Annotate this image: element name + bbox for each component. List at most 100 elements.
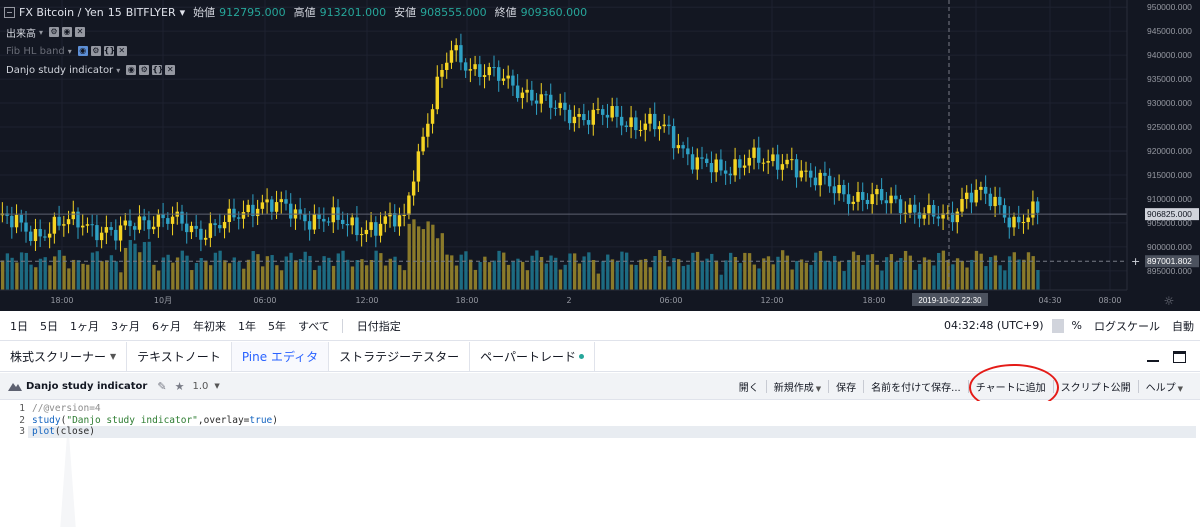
tab-text-notes[interactable]: テキストノート [127,342,232,371]
volume-bar [53,256,57,290]
close-icon[interactable]: ✕ [165,65,176,75]
volume-bar [1031,256,1035,290]
auto-scale-toggle[interactable]: 自動 [1172,319,1194,333]
indicator-name[interactable]: Fib HL band [6,45,65,57]
candle-body [47,233,52,238]
volume-bar [435,238,440,290]
eye-icon[interactable]: ◉ [126,65,137,75]
range-1d[interactable]: 1日 [10,319,28,333]
code-line[interactable]: //@version=4 [28,403,1196,415]
eye-icon[interactable]: ◉ [62,27,73,37]
tab-pine-editor[interactable]: Pine エディタ [231,342,330,371]
candle-body [1026,217,1030,223]
indicator-fib-hl-band[interactable]: Fib HL band ▾ ◉ ⚙{} ✕ [6,44,127,58]
save-button[interactable]: 保存 [836,382,857,394]
volume-bar [804,262,808,290]
volume-bar [105,260,109,290]
candle-body [676,145,681,149]
indicator-danjo[interactable]: Danjo study indicator ▾ ◉ ⚙{} ✕ [6,63,176,77]
settings-icon[interactable]: ⚙ [49,27,60,37]
chevron-down-icon[interactable]: ▼ [214,382,220,390]
code-icon[interactable]: {} [103,46,116,56]
symbol-interval[interactable]: 15 [107,5,122,19]
pencil-icon[interactable]: ✎ [157,379,167,393]
volume-bar [209,265,213,290]
code-line[interactable]: study("Danjo study indicator",overlay=tr… [28,415,1196,427]
range-1m[interactable]: 1ヶ月 [70,319,99,333]
range-5d[interactable]: 5日 [40,319,58,333]
code-icon[interactable]: {} [152,65,164,75]
range-6m[interactable]: 6ヶ月 [152,319,181,333]
chevron-down-icon[interactable]: ▾ [39,27,44,37]
star-icon[interactable]: ★ [174,379,185,393]
candle-body [837,184,841,194]
symbol-exchange[interactable]: BITFLYER [125,5,176,19]
volume-bar [762,258,766,290]
volume-bar [899,258,903,290]
volume-bar [90,252,95,290]
minimize-icon[interactable] [1147,359,1159,362]
volume-bar [766,256,771,290]
clock[interactable]: 04:32:48 (UTC+9) [944,319,1044,332]
candle-body [62,224,66,226]
range-all[interactable]: すべて [298,319,330,333]
version-selector[interactable]: 1.0 [192,380,209,392]
candle-body [482,75,487,77]
save-as-button[interactable]: 名前を付けて保存... [871,382,961,394]
goto-date-button[interactable]: 日付指定 [356,319,401,333]
candle-body [742,165,747,168]
code-editor[interactable]: 1 2 3 //@version=4 study("Danjo study in… [0,401,1200,527]
volume-bar [327,257,331,290]
indicator-name[interactable]: Danjo study indicator [6,64,114,76]
tab-strategy-tester[interactable]: ストラテジーテスター [329,342,471,371]
new-button[interactable]: 新規作成 ▼ [767,379,828,394]
chevron-down-icon[interactable]: ▾ [116,65,121,75]
tab-paper-trading[interactable]: ペーパートレード [470,342,596,371]
range-5y[interactable]: 5年 [268,319,286,333]
chevron-down-icon[interactable]: ▾ [179,5,186,19]
price-chart[interactable]: 950000.000 945000.000 940000.000 935000.000… [0,0,1200,311]
symbol-name[interactable]: FX Bitcoin / Yen [19,5,104,19]
candle-body [1007,217,1011,228]
settings-icon[interactable]: ⚙ [139,65,150,75]
tab-stock-screener[interactable]: 株式スクリーナー ▼ [0,342,128,371]
candle-body [284,199,288,204]
range-ytd[interactable]: 年初来 [193,319,226,333]
range-3m[interactable]: 3ヶ月 [111,319,140,333]
volume-bar [771,264,775,290]
range-1y[interactable]: 1年 [238,319,256,333]
chart-canvas[interactable]: 950000.000 945000.000 940000.000 935000.000… [0,0,1200,311]
volume-bar [459,254,463,290]
indicator-name[interactable]: 出来高 [6,28,36,40]
tab-label: 株式スクリーナー [10,350,107,364]
open-button[interactable]: 開く [738,382,759,394]
settings-icon[interactable]: ⚙ [90,46,101,56]
code-line-current[interactable]: plot(close) [28,426,1196,438]
percent-toggle[interactable]: % [1071,319,1082,332]
eye-icon[interactable]: ◉ [77,46,88,56]
log-scale-toggle[interactable]: ログスケール [1094,319,1160,333]
publish-script-button[interactable]: スクリプト公開 [1060,382,1131,394]
collapse-icon[interactable] [4,6,15,18]
candle-body [936,216,941,219]
candle-body [898,199,903,214]
volume-bar [861,264,865,290]
indicator-volume[interactable]: 出来高 ▾ ⚙ ◉ ✕ [6,25,86,40]
help-label: ヘルプ [1145,382,1176,394]
settings-icon: ☼ [1164,294,1175,308]
maximize-icon[interactable] [1173,350,1186,363]
help-button[interactable]: ヘルプ ▼ [1139,379,1190,394]
volume-bar [847,259,851,290]
close-icon[interactable]: ✕ [116,46,127,56]
price-tick-label: 950000.000 [1147,2,1192,12]
chevron-down-icon[interactable]: ▾ [67,46,72,56]
candle-body [723,170,728,174]
volume-bar [833,255,837,290]
volume-bar [464,251,468,290]
open-label: 始値 [193,6,216,19]
candle-body [265,199,269,203]
candle-body [137,216,142,230]
close-icon[interactable]: ✕ [75,27,86,37]
candle-body [336,207,340,220]
